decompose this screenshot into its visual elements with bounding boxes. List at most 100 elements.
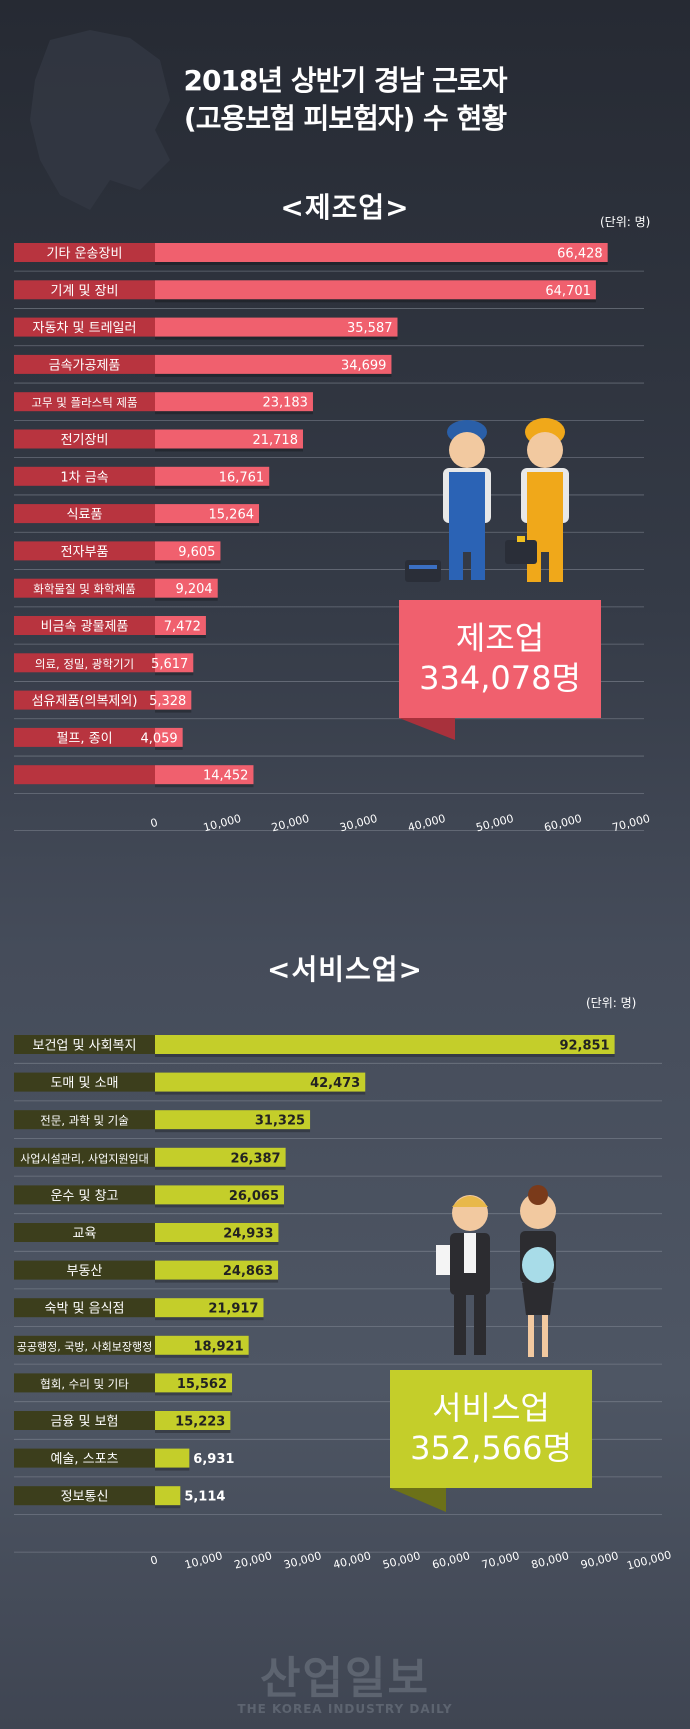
bar-shadow: [155, 1091, 366, 1095]
tick-label: 50,000: [381, 1549, 422, 1572]
bar: [155, 1110, 311, 1130]
bar: [155, 653, 194, 673]
category-label-bg: [14, 1223, 155, 1242]
value-label: 15,562: [177, 1377, 227, 1392]
value-label: 21,917: [208, 1302, 258, 1317]
tick-label: 10,000: [183, 1549, 224, 1572]
bar: [155, 1223, 279, 1242]
tick-label: 40,000: [332, 1549, 373, 1572]
category-label-bg: [14, 1260, 155, 1280]
category-label: 사업시설관리, 사업지원임대: [20, 1152, 148, 1165]
category-label: 전기장비: [61, 433, 109, 448]
category-label-bg: [14, 1110, 155, 1130]
category-label: 비금속 광물제품: [41, 620, 129, 635]
category-label: 예술, 스포츠: [50, 1452, 118, 1467]
bar-shadow: [155, 709, 192, 713]
watermark-subtitle: THE KOREA INDUSTRY DAILY: [237, 1702, 453, 1716]
bar-shadow: [155, 560, 221, 564]
value-label: 92,851: [559, 1039, 609, 1054]
category-label-bg: [14, 1448, 155, 1468]
category-label: 숙박 및 음식점: [44, 1302, 124, 1317]
category-label: 협회, 수리 및 기타: [40, 1377, 129, 1391]
manufacturing-unit-label: (단위: 명): [600, 215, 651, 229]
bar: [155, 280, 596, 300]
value-label: 5,114: [184, 1490, 225, 1505]
service-unit-label: (단위: 명): [586, 996, 637, 1010]
category-label: 펄프, 종이: [56, 731, 112, 746]
category-label: 화학물질 및 화학제품: [33, 582, 136, 596]
bar: [155, 1335, 249, 1355]
bar-shadow: [155, 672, 194, 676]
bar: [155, 690, 192, 710]
service-workers-illustration-icon: [436, 1185, 556, 1357]
watermark-logo: 산업일보: [260, 1653, 430, 1704]
manufacturing-section-title: <제조업>: [280, 191, 410, 224]
category-label-bg: [14, 765, 155, 785]
bar-shadow: [155, 523, 260, 527]
service-total-label: 서비스업: [432, 1389, 550, 1427]
category-label: 전문, 과학 및 기술: [40, 1114, 129, 1128]
category-label: 교육: [73, 1227, 97, 1242]
bar-shadow: [155, 262, 608, 265]
page-title-line1: 2018년 상반기 경남 근로자: [183, 64, 507, 97]
category-label-bg: [14, 466, 155, 486]
bar: [155, 1411, 231, 1430]
category-label-bg: [14, 1335, 155, 1355]
bar: [155, 1035, 615, 1054]
category-label-bg: [14, 1072, 155, 1092]
bar: [155, 392, 313, 412]
tick-label: 30,000: [282, 1549, 323, 1572]
value-label: 35,587: [347, 321, 393, 336]
manufacturing-total-label: 제조업: [455, 619, 545, 657]
value-label: 14,452: [203, 769, 249, 784]
category-label: 금융 및 보험: [50, 1415, 118, 1430]
category-label-bg: [14, 541, 155, 561]
bar: [155, 243, 608, 262]
tick-label: 0: [149, 1553, 159, 1567]
bar-shadow: [155, 448, 303, 452]
category-label-bg: [14, 243, 155, 262]
map-silhouette-icon: [30, 30, 170, 210]
bar-shadow: [155, 1505, 181, 1509]
category-label-bg: [14, 504, 155, 524]
category-label-bg: [14, 354, 155, 374]
tick-label: 70,000: [480, 1549, 521, 1572]
value-label: 26,065: [229, 1189, 279, 1204]
bar-shadow: [155, 1204, 285, 1208]
value-label: 21,718: [252, 433, 298, 448]
value-label: 6,931: [193, 1452, 234, 1467]
bar-shadow: [155, 1166, 286, 1170]
value-label: 15,223: [175, 1415, 225, 1430]
tick-label: 20,000: [233, 1549, 274, 1572]
value-label: 24,863: [223, 1264, 273, 1279]
category-label: 부동산: [67, 1264, 103, 1279]
bar-shadow: [155, 373, 392, 377]
value-label: 23,183: [262, 396, 308, 411]
bar-shadow: [155, 635, 206, 638]
category-label-bg: [14, 1373, 155, 1393]
bar-shadow: [155, 1392, 233, 1396]
value-label: 64,701: [545, 284, 591, 299]
category-label-bg: [14, 280, 155, 300]
value-label: 5,328: [149, 694, 186, 709]
category-label-bg: [14, 1298, 155, 1318]
value-label: 24,933: [223, 1227, 273, 1242]
category-label-bg: [14, 616, 155, 635]
value-label: 66,428: [557, 247, 603, 262]
bar-shadow: [155, 411, 313, 415]
category-label: 운수 및 창고: [50, 1189, 118, 1204]
bar: [155, 727, 183, 747]
value-label: 4,059: [140, 731, 177, 746]
category-label-bg: [14, 1411, 155, 1430]
manufacturing-callout-box: [399, 600, 601, 740]
bar: [155, 578, 218, 598]
value-label: 9,605: [178, 545, 215, 560]
service-section-title: <서비스업>: [267, 953, 423, 986]
bar-shadow: [155, 1354, 249, 1358]
bar-shadow: [155, 299, 596, 303]
tick-label: 60,000: [431, 1549, 472, 1572]
category-label: 식료품: [67, 508, 103, 523]
bar: [155, 1298, 264, 1318]
category-label-bg: [14, 429, 155, 449]
watermark: 산업일보 THE KOREA INDUSTRY DAILY: [0, 1642, 690, 1716]
